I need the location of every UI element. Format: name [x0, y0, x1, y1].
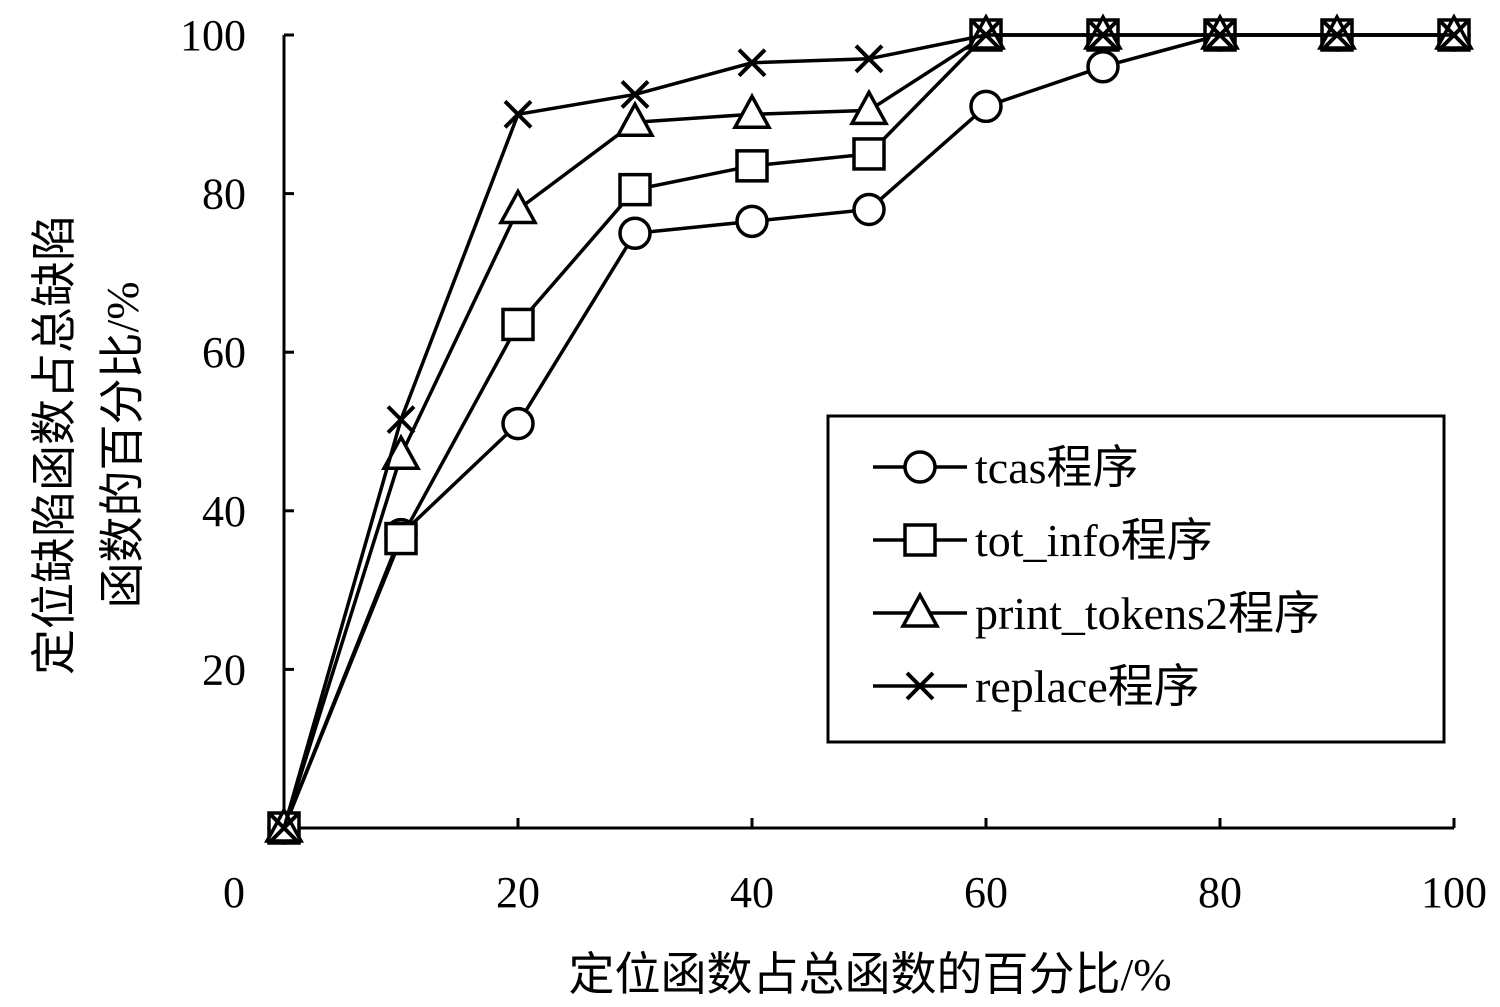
y-axis-title-line-2: 函数的百分比/%	[97, 281, 148, 608]
x-tick-label: 0	[223, 868, 245, 917]
data-point-square	[384, 521, 418, 556]
x-axis-title: 定位函数占总函数的百分比/%	[568, 949, 1171, 1000]
axes	[282, 35, 1454, 830]
y-tick-label: 20	[202, 645, 246, 694]
data-point-circle	[852, 192, 886, 227]
data-point-x	[503, 99, 533, 129]
series-group	[264, 13, 1474, 845]
data-point-x	[1205, 20, 1235, 50]
tick-marks	[284, 33, 1456, 828]
legend-item: tcas程序	[873, 442, 1139, 493]
data-point-circle	[1086, 49, 1120, 84]
data-point-triangle	[615, 100, 655, 137]
legend-item: replace程序	[873, 661, 1200, 712]
legend-marker-square	[903, 523, 937, 557]
y-axis-title: 定位缺陷函数占总缺陷 函数的百分比/%	[29, 215, 148, 675]
data-point-square	[852, 137, 886, 171]
y-tick-label: 100	[180, 11, 246, 60]
data-point-circle	[618, 216, 652, 250]
x-tick-label: 80	[1198, 868, 1242, 917]
legend-label: print_tokens2程序	[975, 588, 1320, 639]
data-point-square	[501, 307, 535, 342]
data-point-circle	[969, 89, 1003, 124]
data-point-x	[269, 813, 299, 843]
legend: tcas程序 tot_info程序 print_tokens2程序 replace程序	[826, 414, 1446, 744]
legend-marker-circle	[903, 450, 937, 484]
legend-label: tot_info程序	[975, 515, 1213, 566]
legend-item: tot_info程序	[873, 515, 1213, 566]
legend-marker-x	[905, 671, 935, 701]
x-tick-label: 100	[1421, 868, 1487, 917]
data-point-x	[1088, 20, 1118, 50]
data-point-x	[737, 48, 767, 78]
legend-marker-triangle	[900, 591, 940, 628]
data-point-square	[735, 149, 769, 183]
data-point-triangle	[849, 88, 889, 126]
x-tick-label: 60	[964, 868, 1008, 917]
y-tick-label: 40	[202, 487, 246, 536]
data-point-x	[386, 405, 416, 435]
y-tick-label: 60	[202, 328, 246, 377]
data-point-circle	[501, 406, 535, 441]
x-tick-label: 20	[496, 868, 540, 917]
data-point-square	[618, 172, 652, 207]
data-point-x	[620, 80, 650, 109]
data-point-triangle	[732, 92, 772, 130]
data-point-triangle	[498, 187, 538, 225]
data-point-x	[854, 44, 884, 74]
data-point-circle	[735, 204, 769, 239]
series-x	[269, 20, 1469, 843]
legend-items: tcas程序 tot_info程序 print_tokens2程序 replace程序	[873, 442, 1320, 712]
y-tick-label: 80	[202, 170, 246, 219]
legend-label: tcas程序	[975, 442, 1139, 493]
legend-item: print_tokens2程序	[873, 588, 1320, 639]
data-point-x	[1439, 20, 1469, 50]
data-point-x	[1322, 20, 1352, 50]
x-tick-labels: 0 20 40 60 80 100	[223, 868, 1487, 917]
y-tick-labels: 20 40 60 80 100	[180, 11, 246, 694]
x-tick-label: 40	[730, 868, 774, 917]
legend-label: replace程序	[975, 661, 1200, 712]
data-point-x	[971, 20, 1001, 50]
y-axis-title-line-1: 定位缺陷函数占总缺陷	[29, 215, 80, 675]
